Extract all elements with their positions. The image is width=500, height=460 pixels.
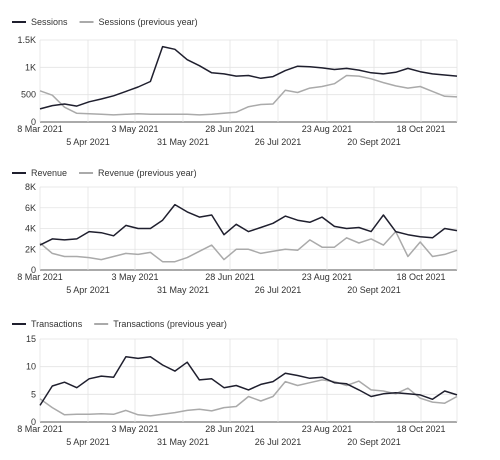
y-tick-label: 5: [31, 389, 36, 399]
x-tick-label: 28 Jun 2021: [205, 124, 255, 134]
x-tick-label: 23 Aug 2021: [302, 424, 353, 434]
series-line: [39, 203, 458, 246]
x-tick-label: 23 Aug 2021: [302, 124, 353, 134]
x-tick-label: 3 May 2021: [111, 124, 158, 134]
x-tick-label: 31 May 2021: [157, 137, 209, 147]
legend-label: Transactions (previous year): [113, 319, 227, 329]
series-line: [39, 230, 458, 263]
chart-3: 0 5 10 15 8 Mar 2021 3 May 2021 28 Jun 2021 23 …: [12, 319, 458, 447]
x-tick-label: 20 Sept 2021: [347, 285, 401, 295]
series-line: [39, 355, 458, 406]
y-tick-label: 500: [21, 90, 36, 100]
x-tick-label: 28 Jun 2021: [205, 424, 255, 434]
series-line: [39, 45, 458, 110]
y-tick-label: 6K: [25, 203, 36, 213]
y-tick-label: 1.5K: [17, 35, 36, 45]
y-tick-label: 0: [31, 117, 36, 127]
y-tick-label: 8K: [25, 182, 36, 192]
x-tick-label: 20 Sept 2021: [347, 437, 401, 447]
y-tick-label: 0: [31, 417, 36, 427]
x-tick-label: 8 Mar 2021: [17, 124, 63, 134]
x-tick-label: 26 Jul 2021: [255, 137, 302, 147]
x-tick-label: 5 Apr 2021: [66, 437, 110, 447]
legend-label: Revenue: [31, 168, 67, 178]
x-tick-label: 23 Aug 2021: [302, 272, 353, 282]
series-line: [39, 379, 458, 417]
x-tick-label: 26 Jul 2021: [255, 437, 302, 447]
legend-label: Revenue (previous year): [98, 168, 197, 178]
y-tick-label: 10: [26, 362, 36, 372]
legend-label: Sessions: [31, 17, 68, 27]
y-tick-label: 1K: [25, 62, 36, 72]
x-tick-label: 8 Mar 2021: [17, 272, 63, 282]
x-tick-label: 18 Oct 2021: [396, 124, 445, 134]
chart-1: 0 500 1K 1.5K 8 Mar 2021 3 May 2021 28 Jun 202…: [12, 17, 458, 147]
x-tick-label: 31 May 2021: [157, 285, 209, 295]
y-tick-label: 15: [26, 334, 36, 344]
legend-label: Sessions (previous year): [99, 17, 198, 27]
x-tick-label: 5 Apr 2021: [66, 285, 110, 295]
chart-2: 0 2K 4K 6K 8K 8 Mar 2021 3 May 2021 28 Jun 2021…: [12, 168, 458, 295]
y-tick-label: 4K: [25, 224, 36, 234]
x-tick-label: 18 Oct 2021: [396, 424, 445, 434]
x-tick-label: 28 Jun 2021: [205, 272, 255, 282]
x-tick-label: 18 Oct 2021: [396, 272, 445, 282]
x-tick-label: 3 May 2021: [111, 424, 158, 434]
x-tick-label: 20 Sept 2021: [347, 137, 401, 147]
legend-label: Transactions: [31, 319, 83, 329]
y-tick-label: 2K: [25, 244, 36, 254]
y-tick-label: 0: [31, 265, 36, 275]
x-tick-label: 8 Mar 2021: [17, 424, 63, 434]
x-tick-label: 3 May 2021: [111, 272, 158, 282]
x-tick-label: 26 Jul 2021: [255, 285, 302, 295]
series-line: [39, 74, 458, 116]
x-tick-label: 31 May 2021: [157, 437, 209, 447]
x-tick-label: 5 Apr 2021: [66, 137, 110, 147]
